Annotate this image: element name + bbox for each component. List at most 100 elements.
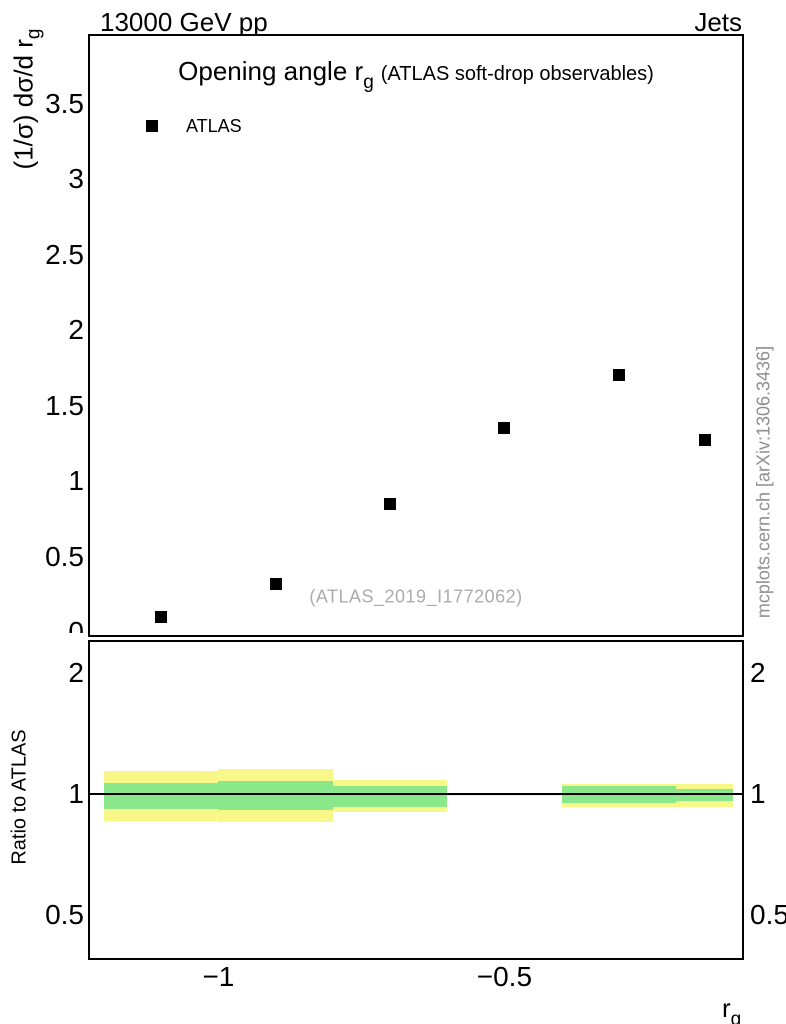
x-axis-label-text: r <box>722 993 731 1023</box>
x-tick <box>90 98 92 105</box>
y-tick-label: 0 <box>0 618 84 633</box>
x-tick <box>90 48 92 60</box>
y-tick-label: 3.5 <box>45 87 84 119</box>
mcplots-arxiv-note: mcplots.cern.ch [arXiv:1306.3436] <box>753 345 774 619</box>
y-tick-label: 1 <box>68 465 84 496</box>
x-tick <box>90 761 92 768</box>
legend-square-marker-icon <box>146 120 158 132</box>
x-tick <box>90 231 92 238</box>
x-tick <box>90 882 92 894</box>
data-point-marker <box>384 497 396 510</box>
x-tick <box>90 269 92 276</box>
uncertainty-band-inner <box>332 785 448 807</box>
x-tick <box>90 736 92 754</box>
x-tick <box>90 350 92 357</box>
x-tick <box>90 388 92 395</box>
ratio-y-tick-label: 0.5 <box>45 899 84 931</box>
ratio-plot-panel <box>88 640 744 960</box>
x-tick <box>90 982 92 994</box>
x-tick <box>90 938 92 956</box>
data-point-marker <box>698 434 711 447</box>
y-tick-label: 2.5 <box>45 238 84 270</box>
x-tick <box>90 963 92 970</box>
ratio-y-tick-label: 2 <box>750 657 766 689</box>
x-tick <box>90 414 92 426</box>
x-tick <box>90 1008 92 1020</box>
x-tick <box>90 288 92 300</box>
x-tick <box>90 238 92 250</box>
x-tick <box>90 856 92 868</box>
ratio-y-tick-label: 1 <box>68 778 84 810</box>
plot-title-subscript: g <box>363 72 374 93</box>
x-tick <box>90 155 92 162</box>
x-tick <box>90 464 92 471</box>
x-tick <box>90 250 92 262</box>
x-tick <box>90 74 92 86</box>
header-beam-energy: 13000 GeV pp <box>100 7 268 37</box>
x-tick <box>90 186 92 193</box>
y-tick-label: 3 <box>68 163 84 194</box>
x-tick <box>90 36 92 48</box>
x-tick <box>90 956 92 963</box>
x-tick <box>90 395 92 402</box>
x-tick <box>90 868 92 875</box>
data-point-marker <box>612 369 625 382</box>
x-tick-label: −0.5 <box>476 961 533 992</box>
y-axis-title-subscript: g <box>23 28 45 40</box>
ratio-y-tick-label: 0.5 <box>750 899 786 931</box>
x-tick <box>90 112 92 130</box>
x-tick <box>90 642 92 654</box>
x-tick <box>90 67 92 74</box>
x-tick <box>90 478 92 490</box>
main-plot-panel: ATLAS (ATLAS_2019_I1772062) <box>88 34 744 637</box>
plot-title-main: Opening angle r <box>178 56 364 86</box>
data-point-marker <box>269 577 282 590</box>
x-tick <box>90 754 92 761</box>
x-tick <box>90 830 92 837</box>
header-analysis-group: Jets <box>694 7 742 37</box>
legend-label: ATLAS <box>186 116 242 136</box>
x-tick <box>90 844 92 856</box>
x-tick <box>90 806 92 818</box>
x-tick <box>90 680 92 692</box>
x-tick <box>90 60 92 67</box>
x-tick <box>90 402 92 414</box>
x-axis-label-subscript: g <box>730 1009 742 1024</box>
y-tick-label: 0.5 <box>45 540 84 572</box>
x-tick <box>90 666 92 673</box>
x-tick <box>90 105 92 112</box>
x-tick <box>90 920 92 938</box>
y-tick-label: 1.5 <box>45 389 84 421</box>
x-tick <box>90 212 92 224</box>
x-tick <box>90 300 92 307</box>
x-tick <box>90 471 92 478</box>
x-tick <box>90 148 92 155</box>
data-point-marker <box>155 610 168 623</box>
x-tick <box>90 913 92 920</box>
x-tick <box>90 357 92 364</box>
x-tick <box>90 440 92 452</box>
x-tick <box>90 1020 92 1024</box>
ratio-reference-line <box>90 793 742 796</box>
x-tick <box>90 224 92 231</box>
x-tick <box>90 718 92 736</box>
x-tick <box>90 332 92 350</box>
x-tick <box>90 704 92 711</box>
x-tick-label: −1 <box>202 961 235 992</box>
x-tick <box>90 452 92 464</box>
x-tick <box>90 490 92 502</box>
x-tick <box>90 193 92 200</box>
x-axis-label: rg <box>722 993 741 1024</box>
x-tick <box>90 376 92 388</box>
x-tick <box>90 906 92 913</box>
x-tick <box>90 894 92 906</box>
x-tick <box>90 86 92 98</box>
plot-title: Opening angle rg (ATLAS soft-drop observa… <box>178 56 654 93</box>
x-tick <box>90 276 92 288</box>
uncertainty-band-inner <box>218 780 333 810</box>
x-tick <box>90 364 92 376</box>
x-tick <box>90 262 92 269</box>
y-tick-label: 2 <box>68 314 84 345</box>
ratio-y-tick-label: 1 <box>750 778 766 810</box>
ratio-y-tick-label: 2 <box>68 657 84 689</box>
